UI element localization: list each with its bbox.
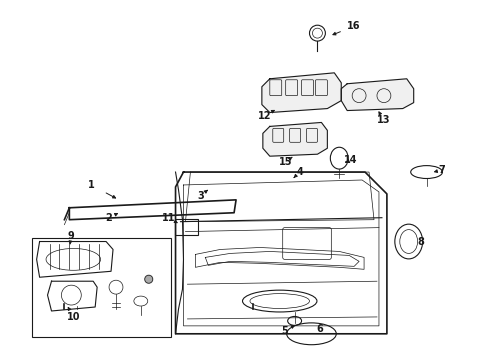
Text: 2: 2 (106, 213, 112, 223)
Text: 7: 7 (438, 165, 445, 175)
Text: 4: 4 (296, 167, 303, 177)
Text: 12: 12 (258, 111, 271, 121)
Polygon shape (262, 73, 341, 113)
Circle shape (145, 275, 153, 283)
Text: 13: 13 (377, 116, 391, 126)
Polygon shape (341, 79, 414, 111)
Text: 14: 14 (344, 155, 358, 165)
Polygon shape (263, 122, 327, 156)
Text: 5: 5 (281, 326, 288, 336)
Text: 1: 1 (88, 180, 95, 190)
Text: 10: 10 (67, 312, 80, 322)
Text: 9: 9 (68, 230, 75, 240)
Text: 8: 8 (417, 237, 424, 247)
Text: 16: 16 (347, 21, 361, 31)
Text: 3: 3 (197, 191, 204, 201)
Text: 6: 6 (316, 324, 323, 334)
Text: 11: 11 (162, 213, 175, 223)
Text: 15: 15 (279, 157, 293, 167)
